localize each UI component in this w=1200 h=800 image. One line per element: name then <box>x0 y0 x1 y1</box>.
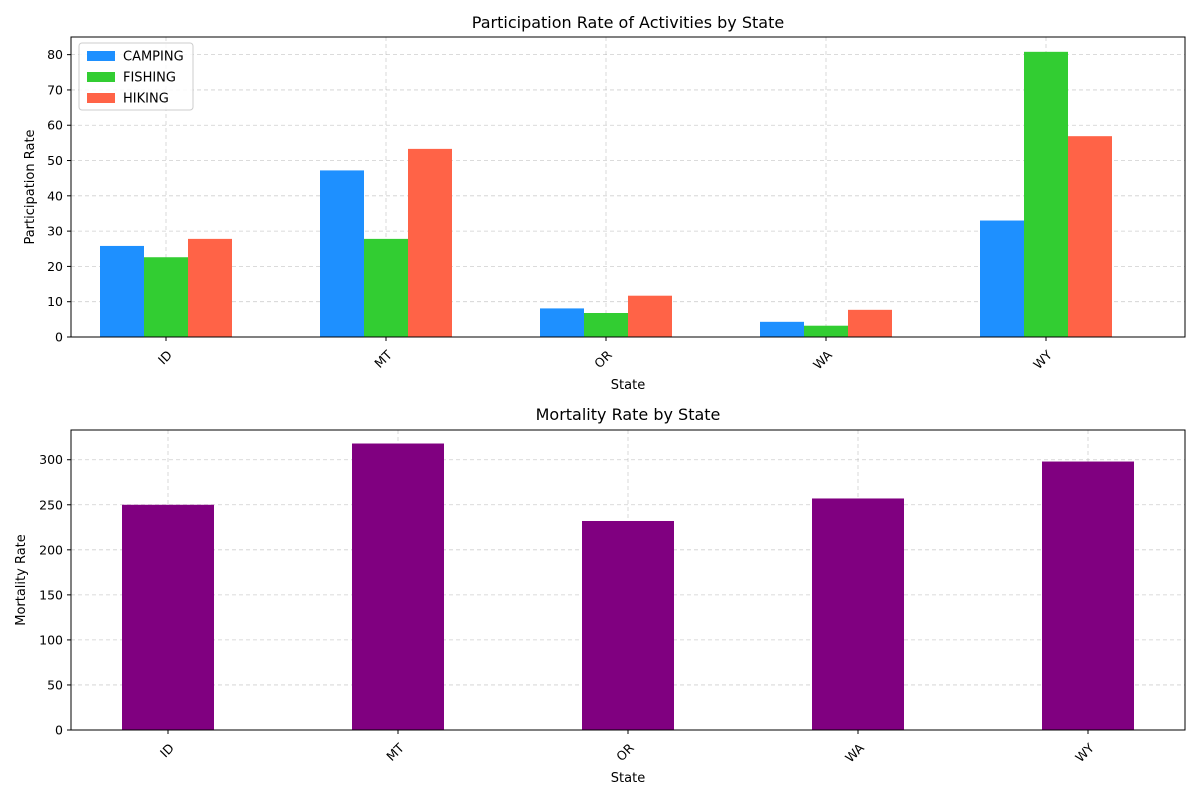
participation-y-tick-label-30: 30 <box>47 224 63 239</box>
mortality-bar-value-wa <box>812 498 904 730</box>
participation-bar-fishing-wa <box>804 325 848 337</box>
participation-bar-camping-or <box>540 308 584 337</box>
legend-swatch-hiking <box>87 93 115 103</box>
participation-y-tick-label-60: 60 <box>47 118 63 133</box>
mortality-x-axis-label: State <box>611 771 645 786</box>
participation-bar-hiking-id <box>188 238 232 337</box>
mortality-y-tick-label-200: 200 <box>39 542 63 557</box>
mortality-bar-value-or <box>582 520 674 730</box>
participation-bar-fishing-or <box>584 313 628 337</box>
legend-label-fishing: FISHING <box>123 71 176 86</box>
participation-bar-camping-id <box>100 245 144 337</box>
participation-y-axis-label: Participation Rate <box>23 129 38 244</box>
participation-y-tick-label-10: 10 <box>47 294 63 309</box>
participation-y-tick-label-50: 50 <box>47 153 63 168</box>
participation-bar-fishing-id <box>144 257 188 337</box>
mortality-y-tick-label-100: 100 <box>39 632 63 647</box>
participation-y-tick-label-40: 40 <box>47 188 63 203</box>
participation-legend: CAMPING FISHING HIKING <box>78 42 194 111</box>
mortality-y-tick-label-250: 250 <box>39 497 63 512</box>
legend-label-hiking: HIKING <box>123 92 169 107</box>
participation-bar-fishing-mt <box>364 238 408 337</box>
participation-bar-camping-wa <box>760 321 804 337</box>
legend-swatch-fishing <box>87 72 115 82</box>
mortality-y-tick-label-50: 50 <box>47 677 63 692</box>
participation-chart-title: Participation Rate of Activities by Stat… <box>472 13 784 32</box>
participation-y-tick-label-70: 70 <box>47 82 63 97</box>
mortality-y-tick-label-150: 150 <box>39 587 63 602</box>
mortality-bars <box>122 443 1134 730</box>
participation-bar-camping-wy <box>980 220 1024 337</box>
mortality-bar-value-mt <box>352 443 444 730</box>
legend-swatch-camping <box>87 51 115 61</box>
participation-bar-hiking-wy <box>1068 136 1112 337</box>
participation-bars <box>100 51 1112 338</box>
mortality-bar-value-id <box>122 504 214 730</box>
participation-bar-camping-mt <box>320 170 364 337</box>
mortality-bar-value-wy <box>1042 461 1134 730</box>
legend-label-camping: CAMPING <box>123 50 184 65</box>
participation-x-axis-label: State <box>611 378 645 393</box>
participation-bar-hiking-wa <box>848 309 892 337</box>
mortality-chart-title: Mortality Rate by State <box>536 405 721 424</box>
participation-bar-fishing-wy <box>1024 51 1068 338</box>
mortality-y-axis-label: Mortality Rate <box>14 534 29 626</box>
participation-y-tick-label-80: 80 <box>47 47 63 62</box>
mortality-y-tick-label-300: 300 <box>39 452 63 467</box>
participation-bar-hiking-or <box>628 295 672 337</box>
participation-bar-hiking-mt <box>408 148 452 337</box>
participation-y-tick-label-0: 0 <box>55 330 63 345</box>
mortality-y-tick-label-0: 0 <box>55 723 63 738</box>
participation-plot-frame <box>70 36 1186 338</box>
participation-y-tick-label-20: 20 <box>47 259 63 274</box>
